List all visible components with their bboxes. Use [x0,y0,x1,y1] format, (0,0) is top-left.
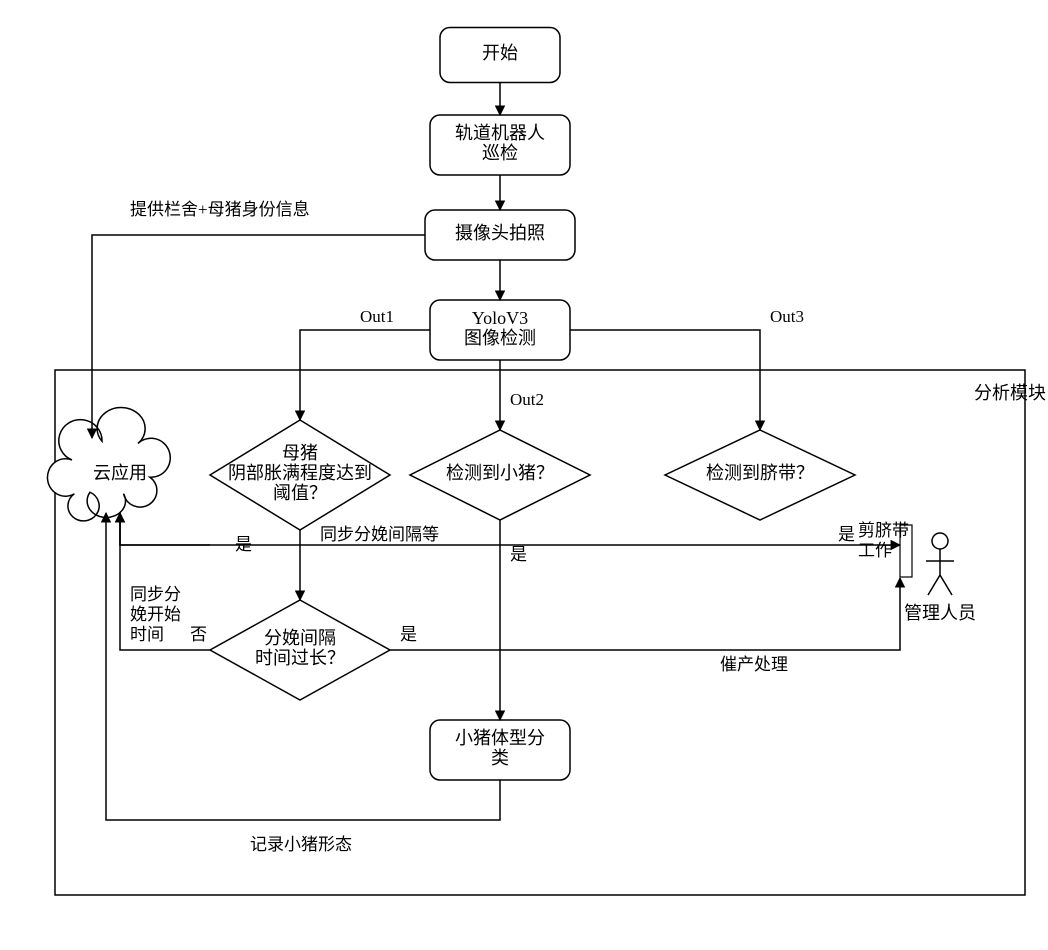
edge-label: 时间 [130,625,164,644]
node-person [926,533,954,595]
svg-text:开始: 开始 [482,43,518,63]
edge-label: 记录小猪形态 [250,835,352,854]
edge-d3_cloud [120,513,833,545]
flowchart-canvas: 分析模块 开始轨道机器人巡检摄像头拍照 YoloV3图像检测母猪阴部胀满程度达到阈值… [0,0,1048,950]
svg-text:YoloV3: YoloV3 [472,308,528,328]
svg-text:检测到脐带？: 检测到脐带？ [706,463,814,483]
svg-text:管理人员: 管理人员 [904,603,976,623]
svg-text:巡检: 巡检 [482,143,518,163]
edge-label: 同步分娩间隔等 [320,525,439,544]
edge-d4_yes [390,578,900,650]
edge-label: 同步分 [130,585,181,604]
edge-label: 是 [838,525,855,544]
svg-text:图像检测: 图像检测 [464,328,536,348]
svg-text:母猪: 母猪 [282,443,318,463]
edge-label: 剪脐带 [858,521,909,540]
edge-label: 否 [190,625,207,644]
edge-label: 催产处理 [720,655,788,674]
container-label: 分析模块 [974,383,1046,403]
edge-label: 工作 [858,541,892,560]
svg-text:类: 类 [491,748,509,768]
edge-yolo [570,330,760,430]
svg-text:云应用: 云应用 [93,463,147,483]
svg-text:阴部胀满程度达到: 阴部胀满程度达到 [228,463,372,483]
edge-label: 提供栏舍+母猪身份信息 [130,200,310,219]
svg-text:轨道机器人: 轨道机器人 [455,123,545,143]
edge-label: 是 [510,545,527,564]
edge-camera_cloud [92,235,425,438]
edge-yolo [300,330,430,420]
svg-text:分娩间隔: 分娩间隔 [264,628,336,648]
svg-text:阈值？: 阈值？ [273,483,327,503]
edge-d1_cloud [120,513,210,545]
edge-label: Out1 [360,307,394,326]
edge-label: Out2 [510,390,544,409]
svg-text:摄像头拍照: 摄像头拍照 [455,223,545,243]
edge-label: 娩开始 [130,605,181,624]
edge-label: 是 [400,625,417,644]
svg-text:检测到小猪？: 检测到小猪？ [446,463,554,483]
svg-text:时间过长？: 时间过长？ [255,648,345,668]
edge-label: Out3 [770,307,804,326]
svg-text:小猪体型分: 小猪体型分 [455,728,545,748]
